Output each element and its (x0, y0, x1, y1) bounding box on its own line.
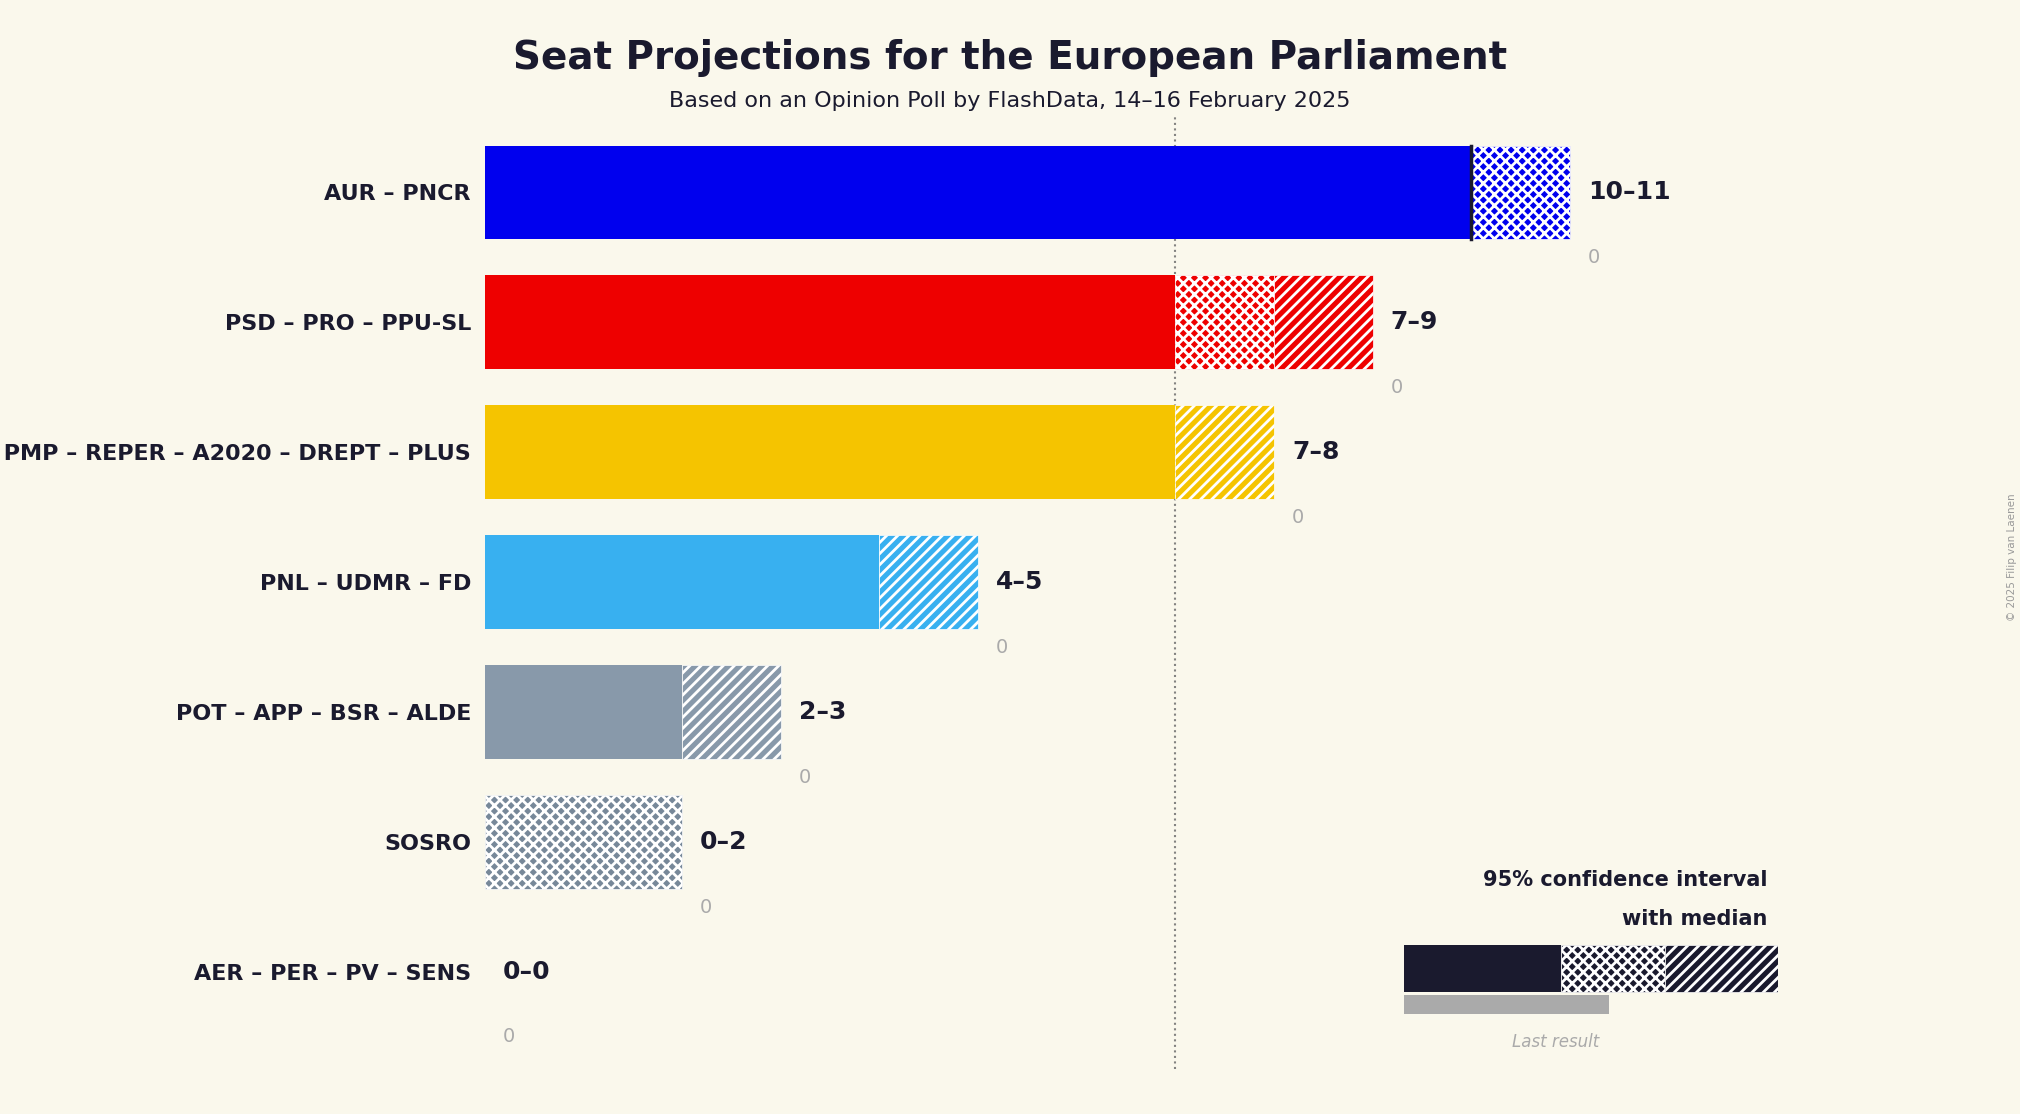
Bar (1561, 946, 1664, 993)
Bar (1275, 275, 1374, 369)
Text: 4–5: 4–5 (996, 570, 1042, 594)
Bar (485, 536, 879, 629)
Bar (1404, 995, 1610, 1015)
Text: Last result: Last result (1511, 1033, 1600, 1051)
Bar (1471, 146, 1570, 240)
Text: Based on an Opinion Poll by FlashData, 14–16 February 2025: Based on an Opinion Poll by FlashData, 1… (669, 91, 1351, 111)
Bar (879, 536, 978, 629)
Text: 0: 0 (1588, 247, 1600, 267)
Bar (1404, 946, 1561, 993)
Text: 0: 0 (503, 1027, 515, 1046)
Text: 10–11: 10–11 (1588, 180, 1671, 204)
Text: with median: with median (1622, 909, 1768, 929)
Text: 2–3: 2–3 (798, 700, 846, 724)
Bar (1664, 946, 1778, 993)
Bar (485, 665, 683, 759)
Text: 0–0: 0–0 (503, 960, 549, 984)
Bar (485, 795, 683, 889)
Text: Seat Projections for the European Parliament: Seat Projections for the European Parlia… (513, 39, 1507, 77)
Text: 0–2: 0–2 (699, 830, 747, 854)
Text: 7–8: 7–8 (1293, 440, 1339, 465)
Text: 95% confidence interval: 95% confidence interval (1483, 870, 1768, 890)
Text: 0: 0 (1293, 508, 1305, 527)
Text: 0: 0 (996, 637, 1008, 656)
Bar (683, 665, 782, 759)
Bar (485, 275, 1176, 369)
Bar (485, 405, 1176, 499)
Text: 7–9: 7–9 (1390, 311, 1438, 334)
Text: 0: 0 (1390, 378, 1402, 397)
Text: © 2025 Filip van Laenen: © 2025 Filip van Laenen (2008, 494, 2016, 620)
Text: 0: 0 (798, 768, 810, 786)
Bar (485, 146, 1471, 240)
Text: 0: 0 (699, 898, 713, 917)
Bar (1176, 275, 1275, 369)
Bar (1176, 405, 1275, 499)
